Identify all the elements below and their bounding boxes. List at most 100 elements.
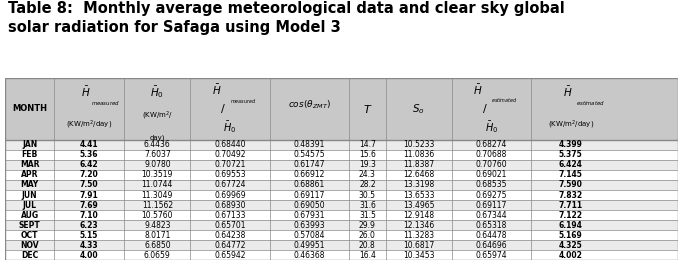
Text: 9.0780: 9.0780	[144, 160, 171, 169]
Text: 13.4965: 13.4965	[403, 201, 434, 210]
Text: 0.64696: 0.64696	[475, 241, 507, 250]
Text: 6.42: 6.42	[80, 160, 98, 169]
Text: JUL: JUL	[23, 201, 37, 210]
Text: 10.5233: 10.5233	[403, 140, 434, 149]
Text: 0.67133: 0.67133	[214, 211, 246, 220]
Text: 0.48391: 0.48391	[294, 140, 325, 149]
Text: JUN: JUN	[22, 190, 38, 200]
Text: 7.10: 7.10	[80, 211, 98, 220]
Text: 0.69117: 0.69117	[475, 201, 507, 210]
Text: 16.4: 16.4	[359, 251, 376, 260]
Text: 11.0744: 11.0744	[141, 180, 173, 189]
Text: 0.66912: 0.66912	[294, 170, 325, 179]
Text: 0.70721: 0.70721	[214, 160, 246, 169]
Text: 4.33: 4.33	[80, 241, 98, 250]
Text: $\bar{H}_{0}$: $\bar{H}_{0}$	[485, 119, 498, 135]
Bar	[5, 210, 678, 220]
Bar	[5, 190, 678, 200]
Text: /: /	[221, 104, 225, 114]
Text: 4.399: 4.399	[559, 140, 583, 149]
Text: 0.63993: 0.63993	[294, 221, 325, 230]
Text: 0.65942: 0.65942	[214, 251, 246, 260]
Text: 5.169: 5.169	[559, 231, 583, 240]
Text: 0.46368: 0.46368	[294, 251, 325, 260]
Text: 4.00: 4.00	[80, 251, 98, 260]
Text: 6.0659: 6.0659	[144, 251, 171, 260]
Text: 7.122: 7.122	[559, 211, 583, 220]
Text: 7.91: 7.91	[80, 190, 98, 200]
Text: SEPT: SEPT	[19, 221, 40, 230]
Text: MONTH: MONTH	[12, 104, 47, 113]
Text: 10.3519: 10.3519	[141, 170, 173, 179]
Bar	[5, 200, 678, 210]
Text: 12.1346: 12.1346	[403, 221, 434, 230]
Text: 12.9148: 12.9148	[403, 211, 434, 220]
Text: 15.6: 15.6	[359, 150, 376, 159]
Text: 0.68440: 0.68440	[214, 140, 246, 149]
Text: 6.424: 6.424	[559, 160, 583, 169]
Text: 11.0836: 11.0836	[403, 150, 434, 159]
Text: 7.50: 7.50	[80, 180, 98, 189]
Text: 0.69021: 0.69021	[475, 170, 507, 179]
Text: $_{measured}$: $_{measured}$	[92, 99, 120, 108]
Text: 10.5760: 10.5760	[141, 211, 173, 220]
Text: 7.711: 7.711	[559, 201, 583, 210]
Text: 28.2: 28.2	[359, 180, 376, 189]
Text: 0.70492: 0.70492	[214, 150, 246, 159]
Text: 31.6: 31.6	[359, 201, 376, 210]
Text: 0.64478: 0.64478	[475, 231, 507, 240]
Text: 5.15: 5.15	[80, 231, 98, 240]
Text: $\bar{H}$: $\bar{H}$	[81, 85, 91, 99]
Text: 30.5: 30.5	[359, 190, 376, 200]
Text: (KW/m$^2$/: (KW/m$^2$/	[142, 110, 173, 122]
Text: 4.325: 4.325	[559, 241, 583, 250]
Text: $\it{T}$: $\it{T}$	[363, 103, 372, 115]
Text: 0.67344: 0.67344	[475, 211, 507, 220]
Bar	[5, 160, 678, 170]
Text: 10.6817: 10.6817	[403, 241, 434, 250]
Text: 0.49951: 0.49951	[294, 241, 325, 250]
Text: AUG: AUG	[20, 211, 39, 220]
Text: 0.64772: 0.64772	[214, 241, 246, 250]
Text: 0.69553: 0.69553	[214, 170, 246, 179]
Text: 0.64238: 0.64238	[214, 231, 246, 240]
Text: 7.145: 7.145	[559, 170, 583, 179]
Bar	[5, 230, 678, 240]
Text: $\bar{H}_{0}$: $\bar{H}_{0}$	[150, 84, 165, 100]
Text: 7.69: 7.69	[80, 201, 98, 210]
Text: 0.69050: 0.69050	[294, 201, 325, 210]
Bar	[5, 220, 678, 230]
Text: 0.68861: 0.68861	[294, 180, 325, 189]
Text: $\it{cos}$($\it{\theta}$$_{ZMT}$): $\it{cos}$($\it{\theta}$$_{ZMT}$)	[288, 99, 331, 111]
Text: 6.6850: 6.6850	[144, 241, 171, 250]
Text: FEB: FEB	[22, 150, 38, 159]
Text: 0.68535: 0.68535	[475, 180, 507, 189]
Text: 0.68930: 0.68930	[214, 201, 246, 210]
Text: 4.002: 4.002	[559, 251, 583, 260]
Text: 8.0171: 8.0171	[144, 231, 171, 240]
Text: JAN: JAN	[22, 140, 38, 149]
Text: MAY: MAY	[20, 180, 39, 189]
Text: 7.6037: 7.6037	[144, 150, 171, 159]
Text: 0.69117: 0.69117	[294, 190, 325, 200]
Text: 13.3198: 13.3198	[403, 180, 434, 189]
Text: (KW/m$^2$/day): (KW/m$^2$/day)	[548, 119, 594, 131]
Text: 0.69969: 0.69969	[214, 190, 246, 200]
Text: 29.9: 29.9	[359, 221, 376, 230]
Text: 9.4823: 9.4823	[144, 221, 171, 230]
Text: 6.4436: 6.4436	[144, 140, 171, 149]
Text: 0.69275: 0.69275	[475, 190, 507, 200]
Text: MAR: MAR	[20, 160, 40, 169]
Bar	[5, 140, 678, 150]
Bar	[5, 240, 678, 250]
Text: 0.70760: 0.70760	[475, 160, 507, 169]
Text: $\bar{H}$: $\bar{H}$	[563, 85, 572, 99]
Text: NOV: NOV	[20, 241, 39, 250]
Text: /: /	[483, 104, 486, 114]
Text: 12.6468: 12.6468	[403, 170, 434, 179]
Text: APR: APR	[21, 170, 38, 179]
Text: 0.65701: 0.65701	[214, 221, 246, 230]
Text: 0.68274: 0.68274	[475, 140, 507, 149]
Text: 4.41: 4.41	[80, 140, 98, 149]
Text: DEC: DEC	[21, 251, 38, 260]
